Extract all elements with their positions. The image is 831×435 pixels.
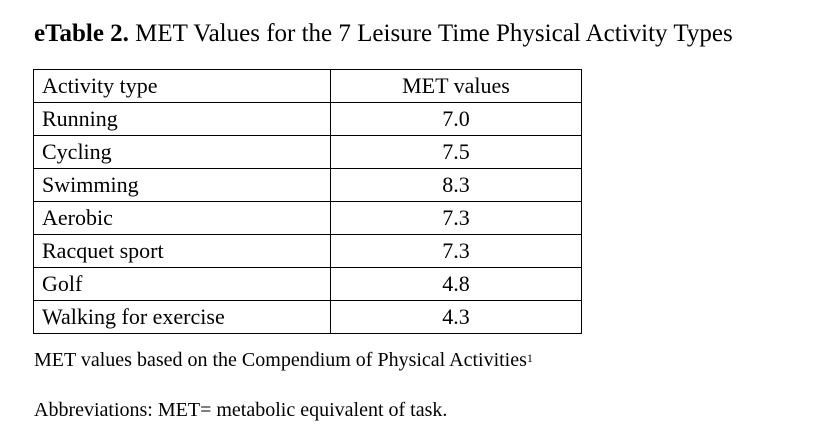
activity-cell: Aerobic — [33, 201, 331, 235]
table-row: Swimming 8.3 — [33, 168, 582, 202]
table-row: Walking for exercise 4.3 — [33, 300, 582, 334]
table-row: Golf 4.8 — [33, 267, 582, 301]
activity-cell: Racquet sport — [33, 234, 331, 268]
met-cell: 7.3 — [330, 234, 582, 268]
table-footnote: MET values based on the Compendium of Ph… — [34, 346, 533, 374]
met-cell: 4.3 — [330, 300, 582, 334]
met-cell: 7.0 — [330, 102, 582, 136]
table-title: eTable 2. MET Values for the 7 Leisure T… — [34, 17, 733, 51]
table-row: Aerobic 7.3 — [33, 201, 582, 235]
abbreviations-note: Abbreviations: MET= metabolic equivalent… — [34, 399, 448, 421]
table-row: Racquet sport 7.3 — [33, 234, 582, 268]
footnote-text: MET values based on the Compendium of Ph… — [34, 349, 527, 371]
activity-cell: Running — [33, 102, 331, 136]
activity-cell: Swimming — [33, 168, 331, 202]
footnote-reference: 1 — [526, 351, 533, 365]
met-values-table: Activity type MET values Running 7.0 Cyc… — [33, 69, 582, 334]
activity-cell: Walking for exercise — [33, 300, 331, 334]
met-cell: 7.3 — [330, 201, 582, 235]
header-met-values: MET values — [330, 69, 582, 103]
met-cell: 7.5 — [330, 135, 582, 169]
table-label: eTable 2. — [34, 20, 129, 47]
table-title-text: MET Values for the 7 Leisure Time Physic… — [128, 20, 733, 47]
table-header-row: Activity type MET values — [33, 69, 582, 103]
activity-cell: Golf — [33, 267, 331, 301]
table-row: Cycling 7.5 — [33, 135, 582, 169]
met-cell: 8.3 — [330, 168, 582, 202]
activity-cell: Cycling — [33, 135, 331, 169]
header-activity-type: Activity type — [33, 69, 331, 103]
met-cell: 4.8 — [330, 267, 582, 301]
table-row: Running 7.0 — [33, 102, 582, 136]
